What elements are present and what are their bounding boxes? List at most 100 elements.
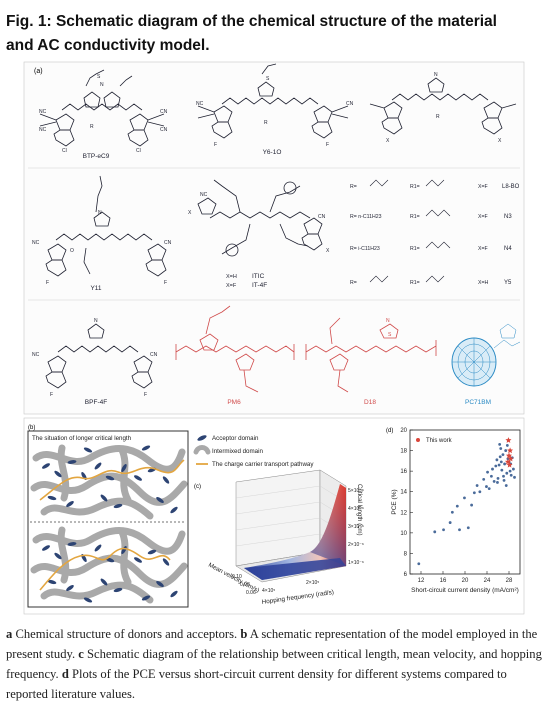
x-tick-label: 12 xyxy=(418,578,425,584)
data-point xyxy=(509,473,513,477)
x-tick-label: 28 xyxy=(506,578,513,584)
this-work-point xyxy=(506,461,513,468)
atom-nc: NC xyxy=(32,352,40,358)
atom-n: N xyxy=(98,210,102,216)
data-point xyxy=(502,474,505,478)
molecule-pc71bm xyxy=(451,323,521,387)
svg-text:N4: N4 xyxy=(504,246,512,252)
svg-text:X=F: X=F xyxy=(478,246,488,252)
intermixed-domain-upper xyxy=(30,444,188,520)
atom-o: O xyxy=(70,248,74,254)
atom-f: F xyxy=(326,142,329,148)
z-tick: 5×10⁻⁶ xyxy=(348,488,364,494)
y-axis: 6 8 10 12 14 16 18 20 xyxy=(400,428,413,578)
this-work-point xyxy=(507,447,514,454)
transport-pathway-lower xyxy=(39,547,171,591)
data-point xyxy=(496,481,499,484)
atom-cl: Cl xyxy=(62,148,67,154)
molecule-name-btp-ec9: BTP-eC9 xyxy=(83,153,110,160)
x-tick-label: 16 xyxy=(440,578,447,584)
molecule-name-it-4f: IT-4F xyxy=(252,282,267,289)
molecule-btp-ec9 xyxy=(39,69,165,147)
x-tick: 2×10⁵ xyxy=(306,580,319,586)
svg-text:R=: R= xyxy=(350,184,357,190)
molecule-name-bpf-4f: BPF-4F xyxy=(85,399,107,406)
svg-text:R= i-C11H23: R= i-C11H23 xyxy=(350,246,380,252)
data-point xyxy=(466,526,470,530)
table-row: R= R1= X=F L8-BO xyxy=(350,184,520,190)
atom-r: R xyxy=(436,114,440,120)
atom-f: F xyxy=(164,280,167,286)
caption-label-c: c xyxy=(78,647,84,661)
atom-f: F xyxy=(46,280,49,286)
y-tick: 0.08 xyxy=(240,582,250,588)
caption-text-a: Chemical structure of donors and accepto… xyxy=(12,627,241,641)
data-point xyxy=(505,444,509,447)
x-axis: 12 16 20 24 28 xyxy=(418,571,513,584)
data-point xyxy=(496,476,500,480)
data-points xyxy=(417,437,516,566)
svg-text:X=H: X=H xyxy=(478,280,488,286)
molecule-y11 xyxy=(45,175,167,277)
y-tick-label: 14 xyxy=(400,490,407,496)
panel-b-title: The situation of longer critical length xyxy=(32,435,132,442)
data-point xyxy=(513,475,516,479)
data-point xyxy=(505,471,509,475)
data-point xyxy=(487,487,491,491)
y-tick-label: 18 xyxy=(400,449,407,455)
atom-s: S xyxy=(97,74,101,80)
data-point xyxy=(500,468,504,472)
atom-f: F xyxy=(144,392,147,398)
y-tick-label: 12 xyxy=(400,510,407,516)
y-tick-label: 20 xyxy=(400,428,407,434)
svg-text:X=F: X=F xyxy=(478,214,488,220)
svg-text:R1=: R1= xyxy=(410,280,420,286)
svg-text:N3: N3 xyxy=(504,214,512,220)
data-point xyxy=(490,474,493,478)
table-row: R= i-C11H23 R1= X=F N4 xyxy=(350,246,512,252)
plot-area xyxy=(409,429,521,575)
atom-s: S xyxy=(266,76,270,82)
data-point xyxy=(450,510,454,514)
atom-r: R xyxy=(90,124,94,130)
acceptor-domains-lower xyxy=(42,542,178,603)
molecule-y6-1o xyxy=(197,63,349,139)
z-tick: 2×10⁻⁶ xyxy=(348,542,364,548)
data-point xyxy=(442,528,445,532)
y-tick-label: 16 xyxy=(400,469,407,475)
caption-text-b: A schematic representation of the model … xyxy=(6,627,538,661)
atom-nc: NC xyxy=(200,192,208,198)
legend-this-work: This work xyxy=(426,438,453,444)
y-series-table: R= R1= X=F L8-BO R= n-C11H23 R1= X=F N3 … xyxy=(350,179,520,286)
intermixed-domain-icon xyxy=(193,445,211,455)
atom-n: N xyxy=(386,318,390,324)
panel-a-label: (a) xyxy=(34,68,43,75)
z-tick: 3×10⁻⁶ xyxy=(348,524,364,530)
molecule-d18 xyxy=(305,317,437,393)
legend-intermixed: Intermixed domain xyxy=(212,448,263,455)
atom-nc: NC xyxy=(196,101,204,107)
data-point xyxy=(503,462,506,466)
data-point xyxy=(486,470,489,474)
this-work-point xyxy=(505,437,512,443)
data-point xyxy=(498,455,502,459)
atom-x: X xyxy=(386,138,390,144)
atom-x: X xyxy=(326,248,330,254)
panel-d-label: (d) xyxy=(386,428,393,434)
table-row: R= n-C11H23 R1= X=F N3 xyxy=(350,214,512,220)
panel-b-label: (b) xyxy=(28,425,35,431)
data-point xyxy=(504,449,508,452)
data-point xyxy=(475,484,479,487)
svg-text:R1=: R1= xyxy=(410,184,420,190)
transport-pathway-upper xyxy=(39,459,185,501)
figure-image: (a) NC NC CN CN Cl Cl N S R BTP-eC9 xyxy=(23,61,525,615)
molecule-name-y11: Y11 xyxy=(90,285,101,292)
caption-label-a: a xyxy=(6,627,13,641)
itic-x-f: X=F xyxy=(226,283,237,289)
molecule-name-pm6: PM6 xyxy=(227,399,241,406)
panel-c-zlabel: Critical length (cm) xyxy=(356,484,363,536)
atom-n: N xyxy=(94,318,98,324)
atom-cn: CN xyxy=(150,352,158,358)
molecule-name-itic: ITIC xyxy=(252,273,265,280)
data-point xyxy=(491,467,494,471)
